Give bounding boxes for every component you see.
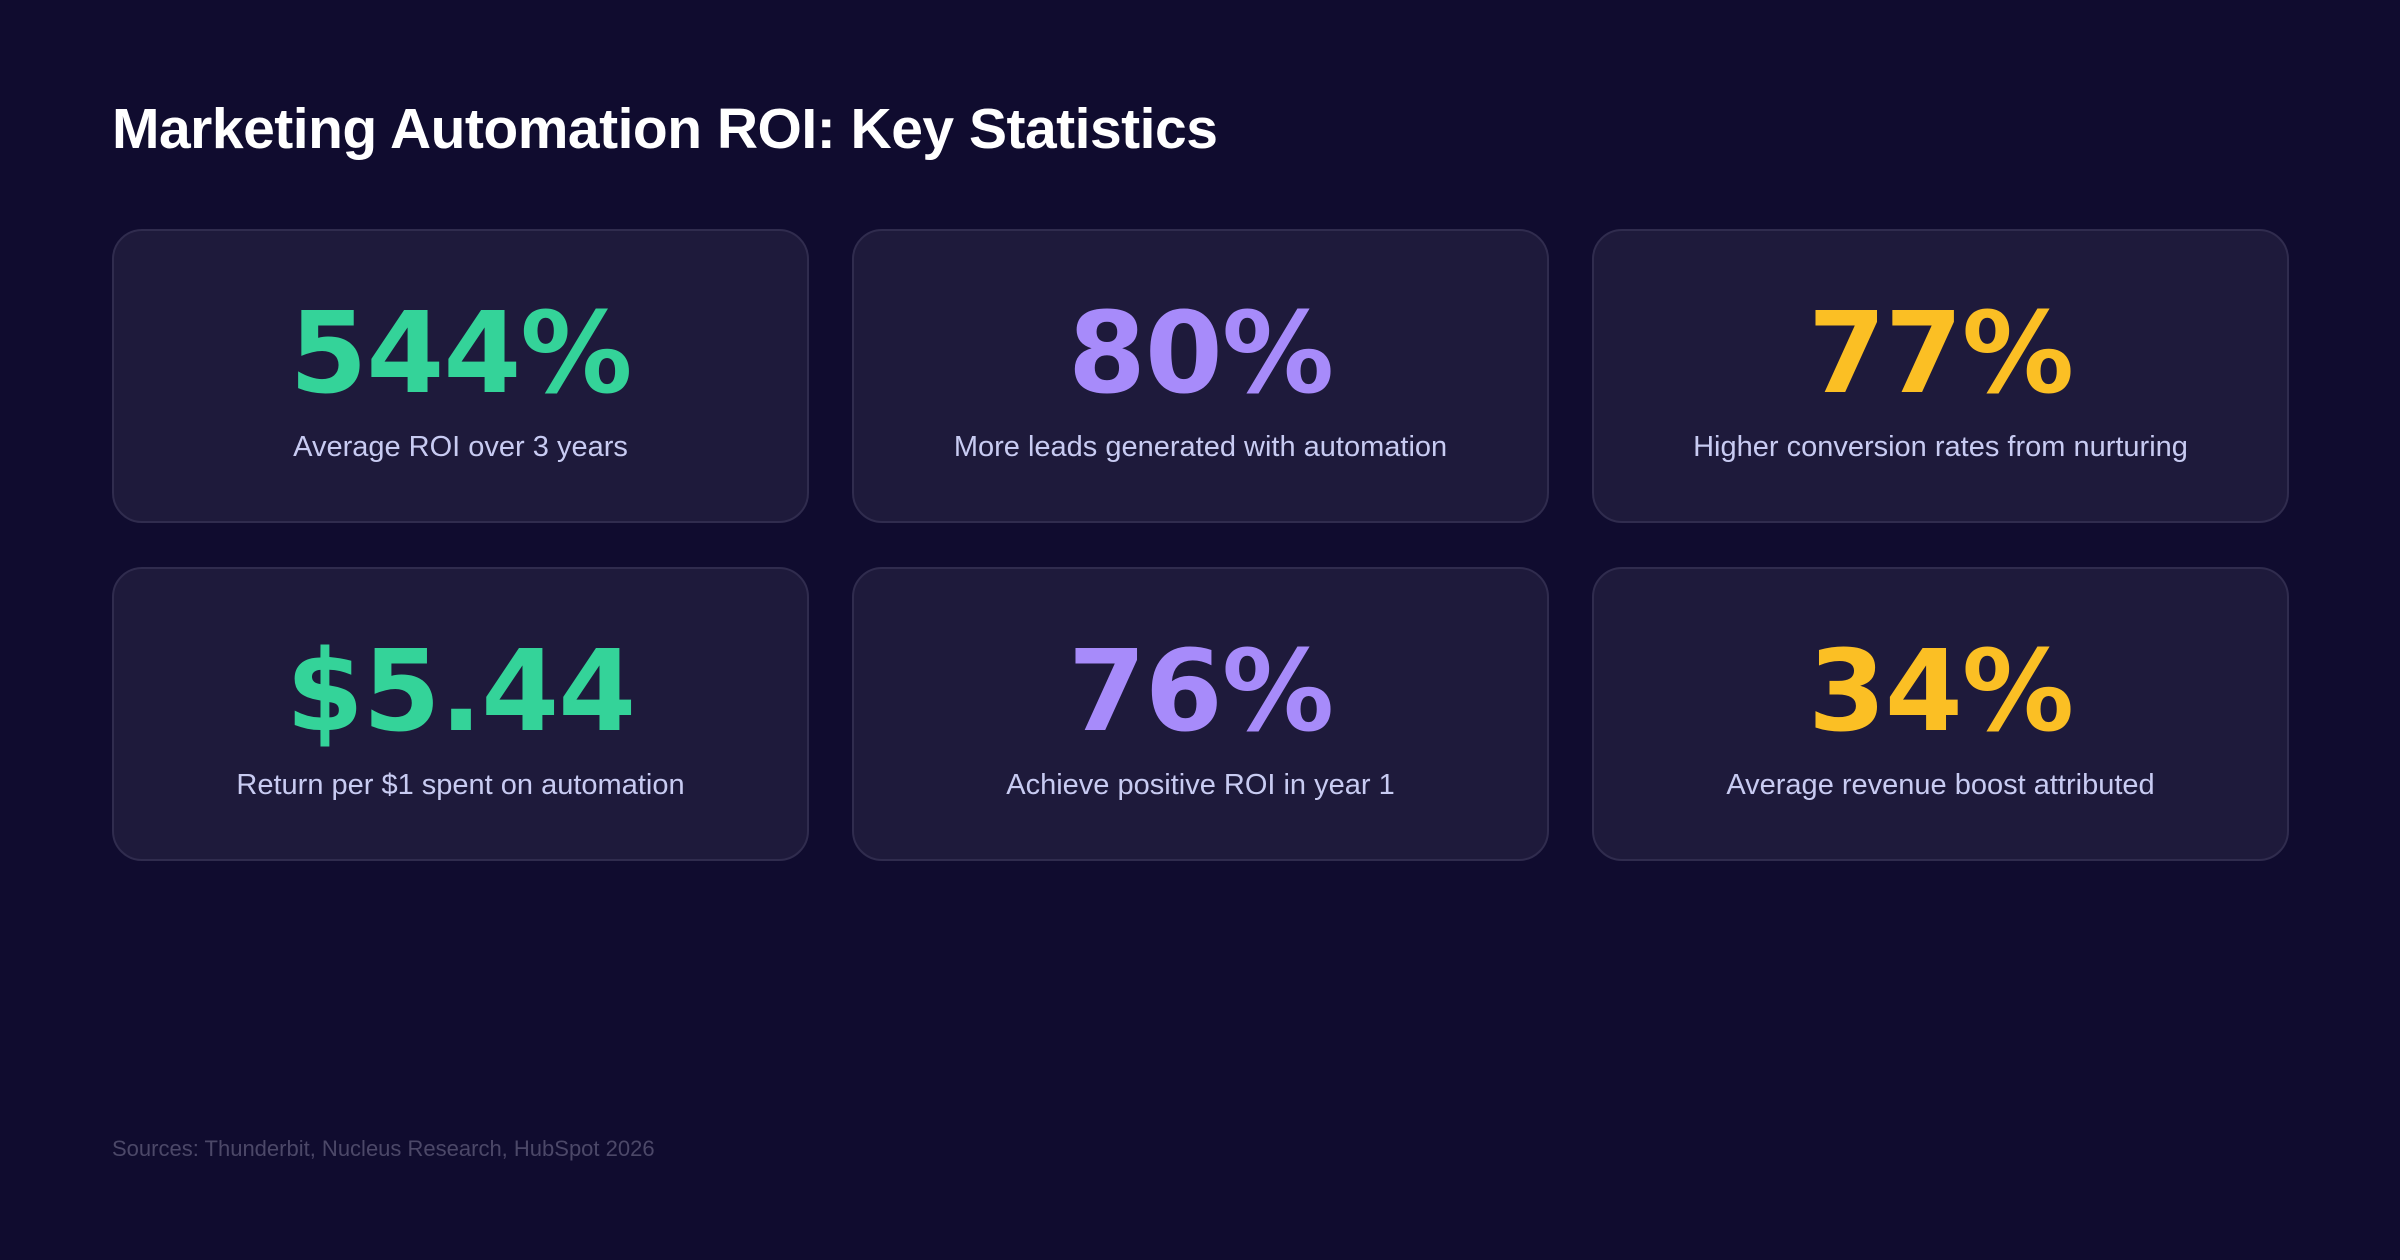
stat-value: 76% — [1067, 627, 1334, 757]
stat-value: 77% — [1807, 289, 2074, 419]
stat-card: 544% Average ROI over 3 years — [112, 229, 809, 523]
stat-label: Return per $1 spent on automation — [236, 769, 685, 801]
sources-note: Sources: Thunderbit, Nucleus Research, H… — [112, 1136, 655, 1161]
stat-label: Average ROI over 3 years — [293, 431, 628, 463]
stat-value: 544% — [289, 289, 632, 419]
stat-label: More leads generated with automation — [953, 431, 1448, 463]
stat-card: 80% More leads generated with automation — [852, 229, 1549, 523]
page-title: Marketing Automation ROI: Key Statistics — [112, 97, 1218, 161]
stat-label: Average revenue boost attributed — [1726, 769, 2155, 801]
stat-label: Higher conversion rates from nurturing — [1693, 431, 2188, 463]
stat-card: 34% Average revenue boost attributed — [1592, 567, 2289, 861]
stat-value: 80% — [1067, 289, 1334, 419]
stat-card: 76% Achieve positive ROI in year 1 — [852, 567, 1549, 861]
stat-label: Achieve positive ROI in year 1 — [1006, 769, 1395, 801]
stats-grid: 544% Average ROI over 3 years 80% More lea… — [112, 229, 2289, 861]
stat-value: $5.44 — [285, 627, 636, 757]
stat-card: 77% Higher conversion rates from nurturin… — [1592, 229, 2289, 523]
stat-card: $5.44 Return per $1 spent on automation — [112, 567, 809, 861]
stat-value: 34% — [1807, 627, 2074, 757]
